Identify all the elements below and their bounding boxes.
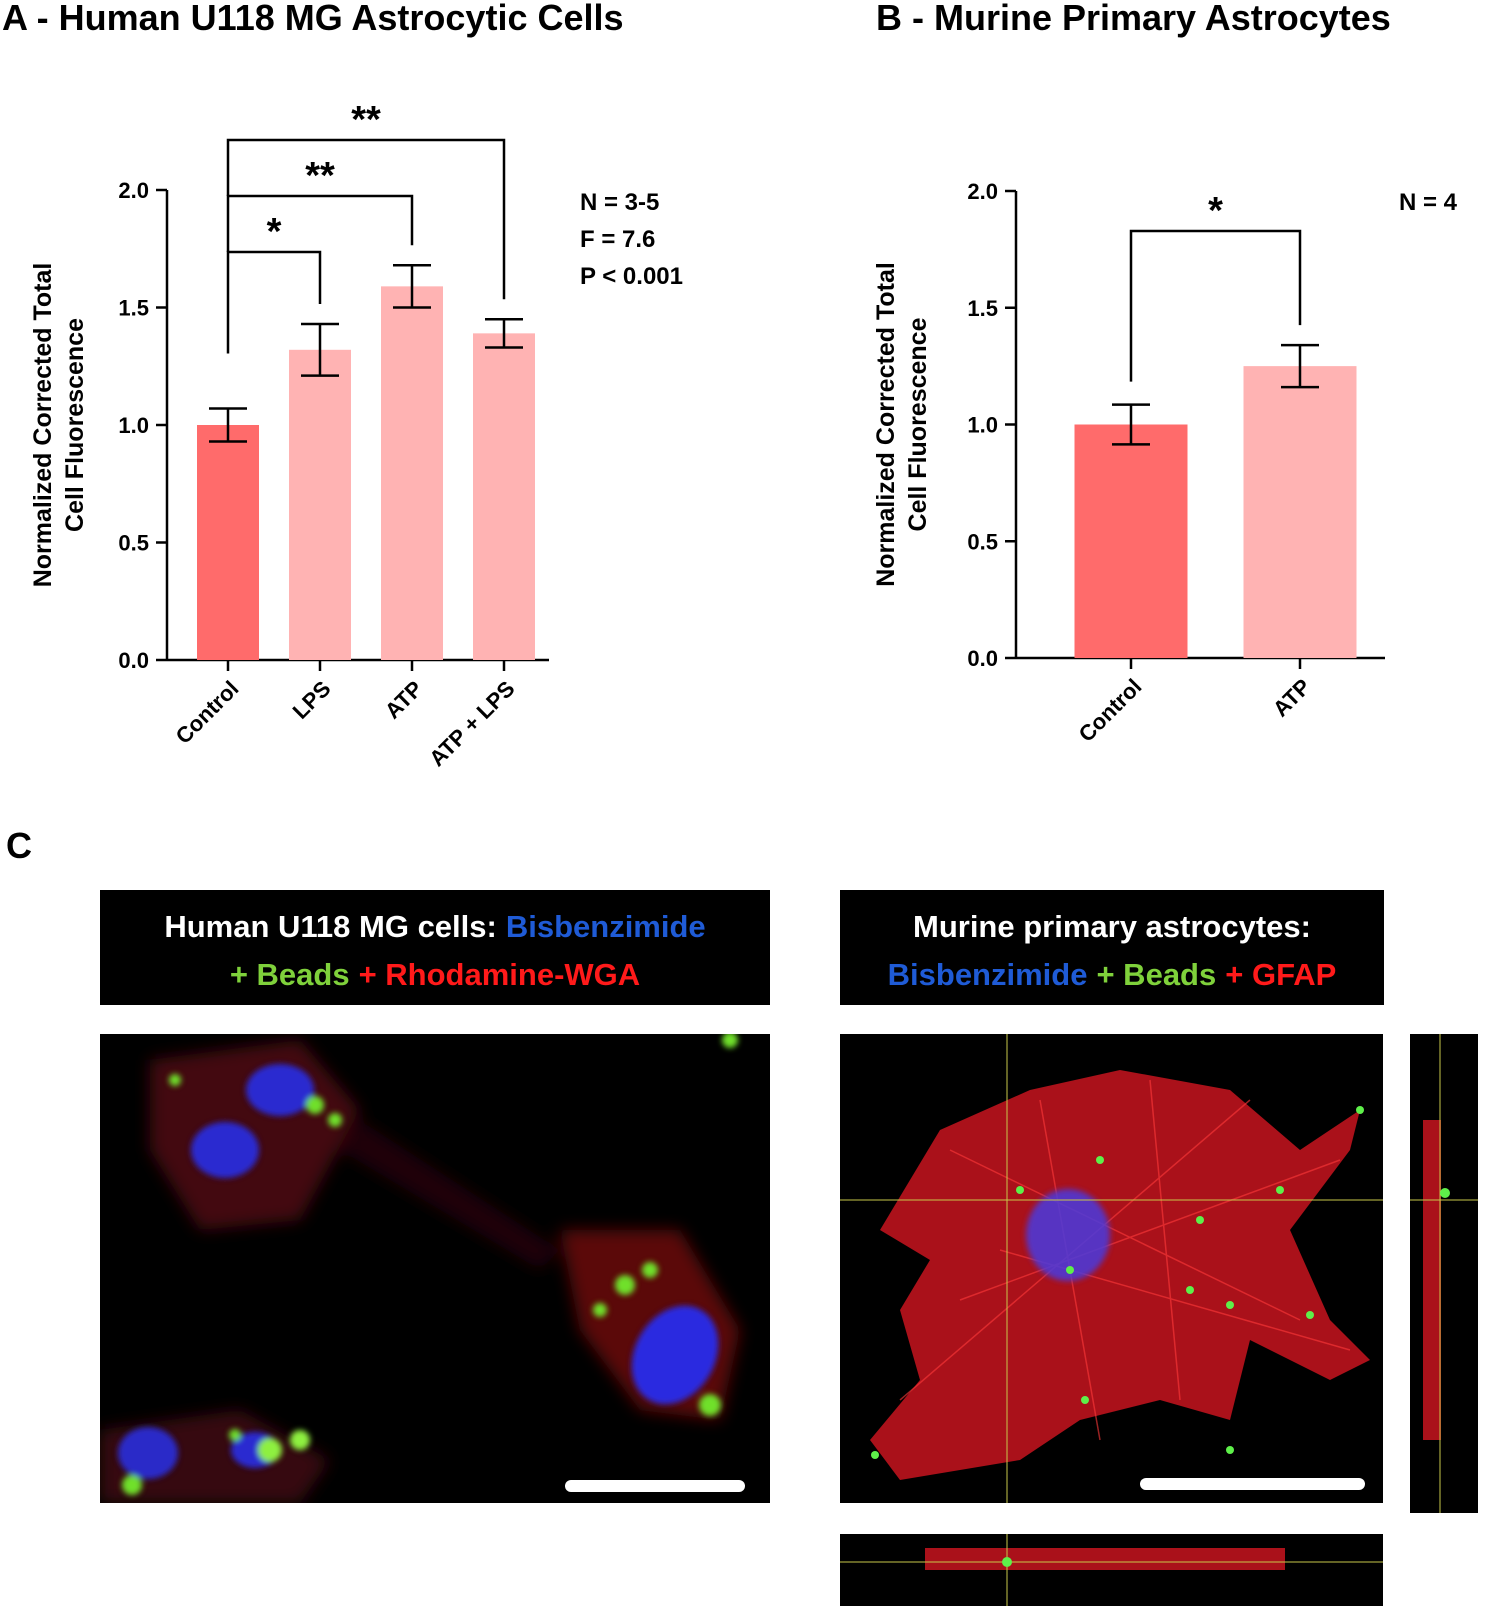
y-tick-label: 2.0 [967,179,998,204]
error-bar [485,318,523,349]
y-axis-label: Normalized Corrected Total Cell Fluoresce… [29,263,89,588]
y-axis-label-line: Cell Fluorescence [904,317,932,531]
stat-label: N = 3-5 [580,189,659,216]
error-bar [1112,403,1150,446]
y-tick-label: 0.0 [118,648,149,673]
x-tick-label: ATP [380,676,428,724]
y-tick-label: 1.0 [118,413,149,438]
y-tick-label: 1.5 [967,296,998,321]
bar [473,333,535,660]
y-tick-label: 2.0 [118,178,149,203]
y-axis-label-line: Normalized Corrected Total [29,263,57,588]
significance-label: ** [351,99,381,141]
caption-line: Murine primary astrocytes: [913,909,1311,944]
x-tick-label: ATP [1268,674,1316,722]
orthogonal-view-side [1410,1034,1478,1513]
error-bar [485,318,523,349]
y-tick-label: 0.5 [118,531,149,556]
caption-line: + Beads + Rhodamine-WGA [230,957,640,992]
error-bar [301,322,339,377]
error-bar [209,407,247,443]
stat-label: F = 7.6 [580,226,655,253]
error-bar [1112,403,1150,446]
chart-title: A - Human U118 MG Astrocytic Cells [2,0,624,38]
left-caption: Human U118 MG cells: Bisbenzimide+ Beads +… [164,909,705,992]
right-caption: Murine primary astrocytes:Bisbenzimide + … [888,909,1337,992]
caption-box [100,890,770,1005]
error-bar [301,322,339,377]
caption-segment: + Beads [230,957,350,992]
bar [289,349,351,660]
bar [1243,366,1357,658]
error-bar [1281,343,1319,389]
bar-chart: A - Human U118 MG Astrocytic Cells Normal… [2,0,683,771]
orthogonal-view-bottom [840,1534,1383,1606]
significance-label: * [267,211,282,253]
caption-segment: + GFAP [1225,957,1336,992]
significance-bracket [226,194,414,252]
stat-label: N = 4 [1399,189,1458,216]
stat-label: P < 0.001 [580,263,683,290]
bar [381,286,443,660]
significance-bracket [226,138,506,300]
caption-segment: + Rhodamine-WGA [359,957,641,992]
caption-segment: Bisbenzimide [506,909,706,944]
error-bar [393,263,431,309]
y-axis-label-line: Normalized Corrected Total [872,262,900,587]
y-tick-label: 0.5 [967,529,998,554]
bar [197,425,259,660]
error-bar [209,407,247,443]
micrograph-left [100,1034,770,1503]
bar [1074,424,1188,658]
y-tick-label: 1.0 [967,413,998,438]
y-axis-label: Normalized Corrected Total Cell Fluoresce… [872,262,932,587]
x-tick-label: ATP + LPS [424,676,519,771]
significance-label: * [1208,190,1223,232]
y-axis-label-line: Cell Fluorescence [61,318,89,532]
caption-segment: Murine primary astrocytes: [913,909,1311,944]
caption-segment: + Beads [1096,957,1216,992]
caption-line: Bisbenzimide + Beads + GFAP [888,957,1337,992]
significance-bracket [1129,229,1302,382]
caption-segment: Human U118 MG cells: [164,909,497,944]
chart-title: B - Murine Primary Astrocytes [876,0,1391,38]
y-tick-label: 1.5 [118,296,149,321]
bar-chart: B - Murine Primary Astrocytes Normalized … [872,0,1458,747]
significance-label: ** [305,155,335,197]
significance-bracket [226,250,322,354]
x-tick-label: Control [1074,674,1147,747]
error-bar [393,263,431,309]
charts: A - Human U118 MG Astrocytic Cells Normal… [2,0,1458,771]
caption-line: Human U118 MG cells: Bisbenzimide [164,909,705,944]
error-bar [1281,343,1319,389]
panel-label: C [6,825,32,866]
x-tick-label: LPS [288,676,336,724]
x-tick-label: Control [171,676,244,749]
caption-segment: Bisbenzimide [888,957,1088,992]
y-tick-label: 0.0 [967,646,998,671]
micrograph-right [840,1034,1383,1503]
caption-box [840,890,1384,1005]
